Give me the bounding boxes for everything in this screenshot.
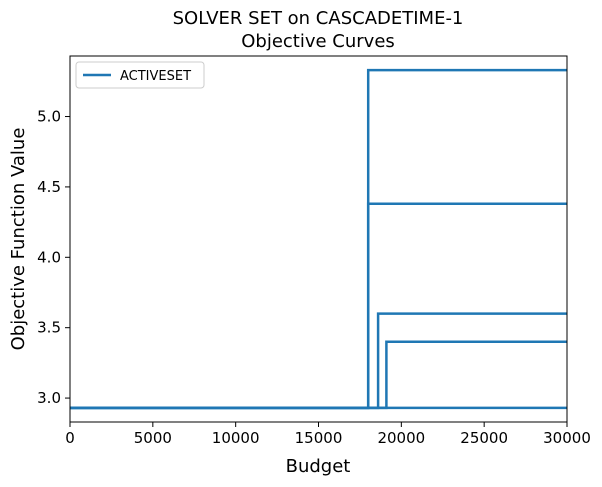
x-axis-label: Budget: [286, 456, 351, 477]
y-axis-label: Objective Function Value: [8, 128, 29, 351]
series-line-1: [70, 68, 567, 410]
series-layer: [70, 68, 567, 410]
y-tick-label: 4.5: [37, 178, 61, 196]
x-tick-label: 15000: [295, 429, 343, 447]
x-tick-label: 5000: [134, 429, 172, 447]
y-axis-ticks: 3.0 3.5 4.0 4.5 5.0: [37, 108, 70, 407]
legend: ACTIVESET: [75, 61, 205, 89]
series-line-4: [70, 340, 567, 410]
x-tick-label: 20000: [377, 429, 425, 447]
y-tick-label: 4.0: [37, 248, 61, 266]
legend-box: [75, 61, 205, 89]
series-line-2: [70, 202, 567, 410]
series-line-3: [70, 312, 567, 410]
x-tick-label: 30000: [543, 429, 591, 447]
x-tick-label: 25000: [460, 429, 508, 447]
y-tick-label: 3.5: [37, 319, 61, 337]
x-tick-label: 0: [65, 429, 75, 447]
y-tick-label: 3.0: [37, 389, 61, 407]
chart-title: SOLVER SET on CASCADETIME-1: [173, 8, 464, 29]
legend-label-activeset: ACTIVESET: [120, 69, 191, 84]
x-tick-label: 10000: [212, 429, 260, 447]
chart-subtitle: Objective Curves: [241, 31, 395, 52]
y-tick-label: 5.0: [37, 108, 61, 126]
plot-area-frame: [69, 55, 568, 423]
x-axis-ticks: 0 5000 10000 15000 20000 25000 30000: [65, 422, 591, 447]
